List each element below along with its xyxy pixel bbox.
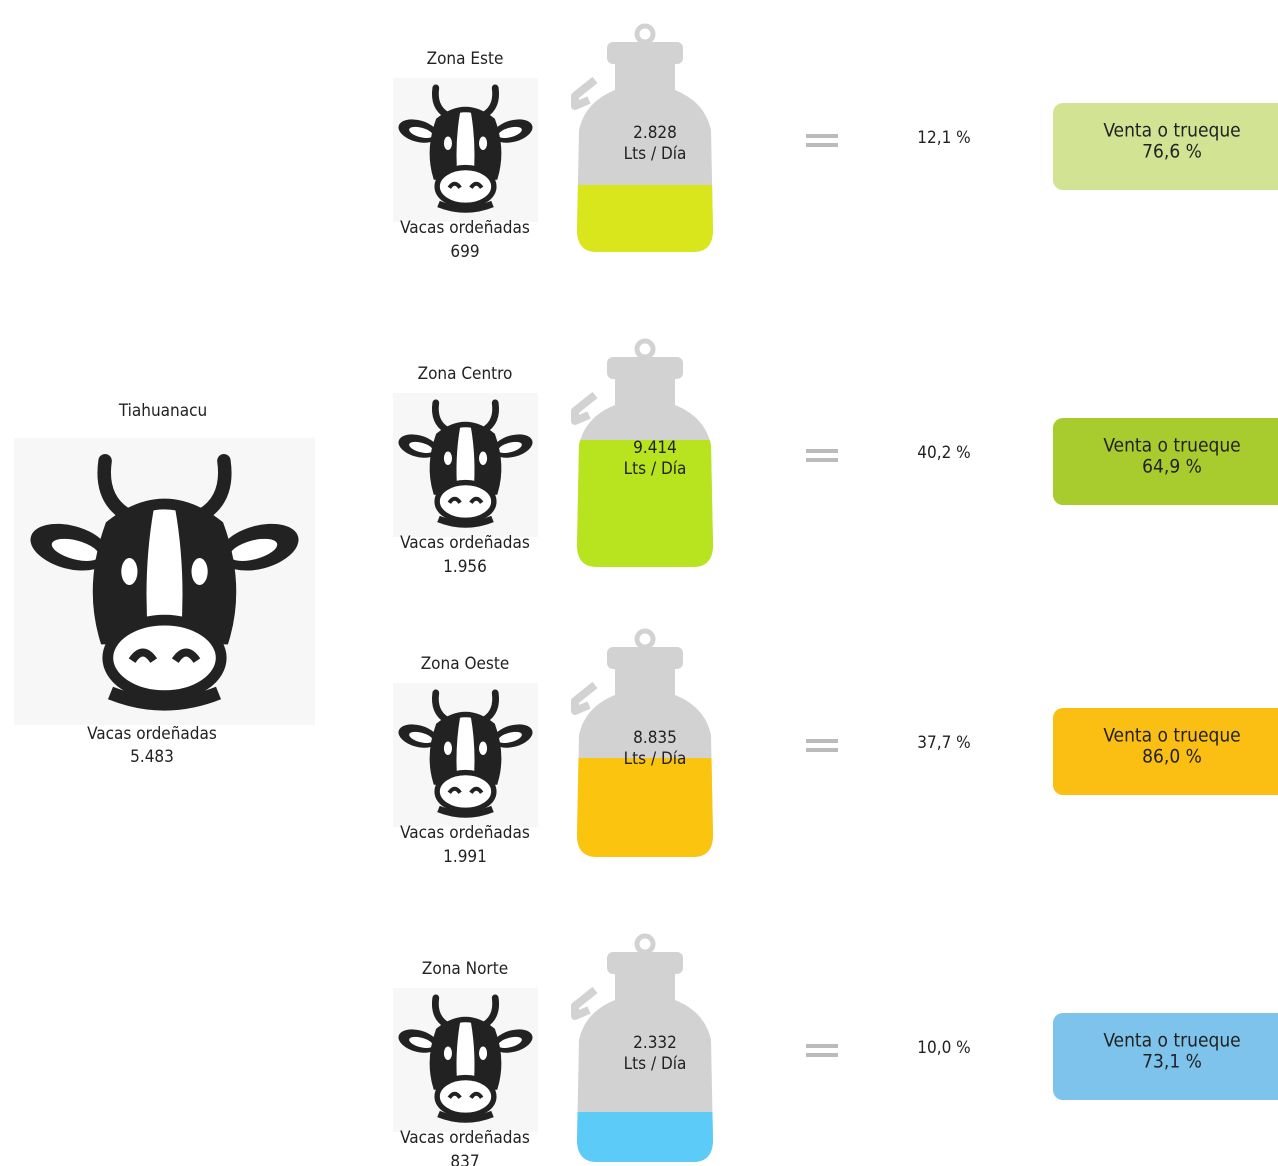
share: 40,2 %: [917, 443, 970, 463]
cows: 1.956: [443, 557, 487, 577]
sale: 64,9 %: [1142, 456, 1202, 478]
equals-top: [806, 1044, 838, 1048]
sale-label: Venta o trueque: [1103, 120, 1240, 142]
sale-box: [1053, 708, 1278, 795]
main-cows: 5.483: [130, 747, 174, 767]
cows: 837: [450, 1152, 479, 1166]
equals-top: [806, 134, 838, 138]
zone-name: Zona Centro: [418, 364, 513, 384]
main-title: Tiahuanacu: [118, 401, 207, 421]
zone: Zona Centro Vacas ordeñadas 1.956 9.414Lts …: [393, 341, 1278, 580]
liters: 2.332: [633, 1033, 677, 1053]
liters: 8.835: [633, 728, 677, 748]
milk-jug: [565, 936, 725, 1166]
sale-box: [1053, 1013, 1278, 1100]
liters-unit: Lts / Día: [624, 144, 687, 164]
zone-name: Zona Este: [427, 49, 504, 69]
cows-label: Vacas ordeñadas: [400, 533, 530, 553]
equals-bottom: [806, 1053, 838, 1057]
liters: 2.828: [633, 123, 677, 143]
share: 37,7 %: [917, 733, 970, 753]
milk-fill: [577, 440, 713, 567]
share: 10,0 %: [917, 1038, 970, 1058]
cows: 1.991: [443, 847, 487, 867]
sale: 76,6 %: [1142, 141, 1202, 163]
cows-label: Vacas ordeñadas: [400, 823, 530, 843]
equals-top: [806, 449, 838, 453]
zone-name: Zona Oeste: [421, 654, 510, 674]
sale-box: [1053, 418, 1278, 505]
share: 12,1 %: [917, 128, 970, 148]
liters-unit: Lts / Día: [624, 1054, 687, 1074]
cows-label: Vacas ordeñadas: [400, 1128, 530, 1148]
milk-fill: [577, 758, 713, 857]
sale-box: [1053, 103, 1278, 190]
cows: 699: [450, 242, 479, 262]
equals-bottom: [806, 748, 838, 752]
milk-jug: [565, 26, 725, 265]
sale-label: Venta o trueque: [1103, 435, 1240, 457]
cows-label: Vacas ordeñadas: [400, 218, 530, 238]
milk-jug: [565, 341, 725, 580]
sale-label: Venta o trueque: [1103, 1030, 1240, 1052]
milk-fill: [577, 1112, 713, 1162]
liters: 9.414: [633, 438, 677, 458]
main-cows-label: Vacas ordeñadas: [87, 724, 217, 744]
sale-label: Venta o trueque: [1103, 725, 1240, 747]
liters-unit: Lts / Día: [624, 749, 687, 769]
equals-bottom: [806, 143, 838, 147]
milk-fill: [577, 185, 713, 252]
sale: 86,0 %: [1142, 746, 1202, 768]
liters-unit: Lts / Día: [624, 459, 687, 479]
equals-bottom: [806, 458, 838, 462]
zone-name: Zona Norte: [422, 959, 508, 979]
equals-top: [806, 739, 838, 743]
sale: 73,1 %: [1142, 1051, 1202, 1073]
milk-jug: [565, 631, 725, 870]
